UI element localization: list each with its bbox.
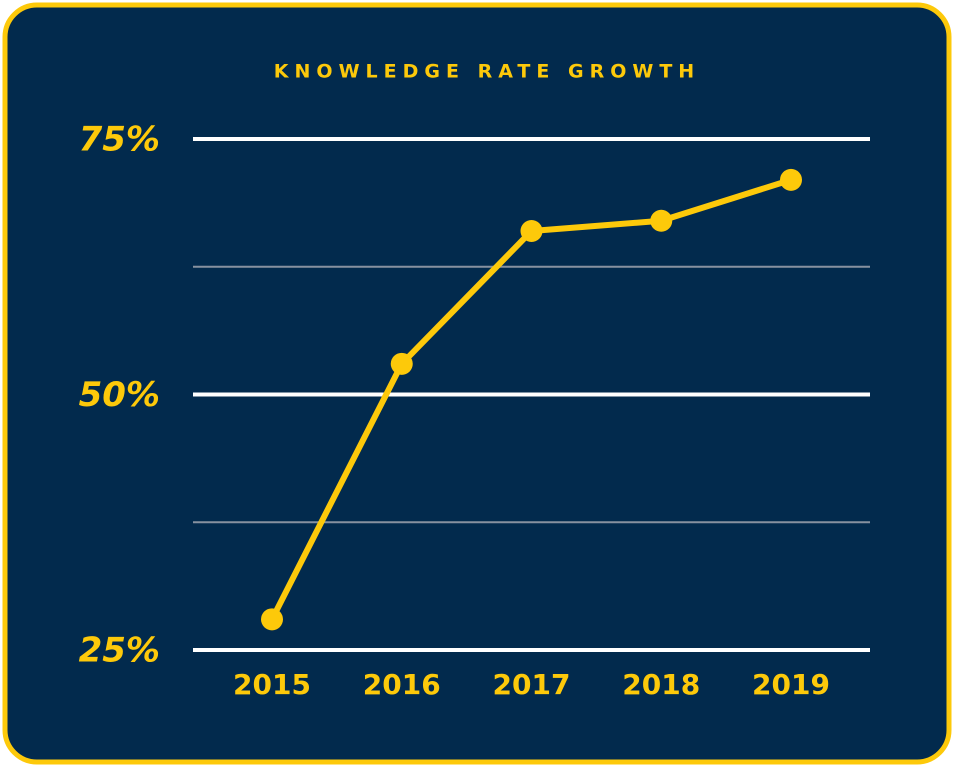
point <box>520 219 543 242</box>
point <box>650 209 673 232</box>
x-tick-label: 2018 <box>622 668 700 701</box>
y-tick-label: 25% <box>79 631 160 671</box>
x-tick-label: 2017 <box>493 668 571 701</box>
point <box>390 352 413 375</box>
point <box>780 168 802 191</box>
x-tick-label: 2015 <box>233 668 311 701</box>
y-tick-label: 75% <box>79 120 160 160</box>
x-tick-label: 2019 <box>752 668 830 701</box>
x-tick-label: 2016 <box>363 668 441 701</box>
chart-title: KNOWLEDGE RATE GROWTH <box>274 61 700 83</box>
point <box>261 608 283 631</box>
y-tick-label: 50% <box>79 375 160 415</box>
